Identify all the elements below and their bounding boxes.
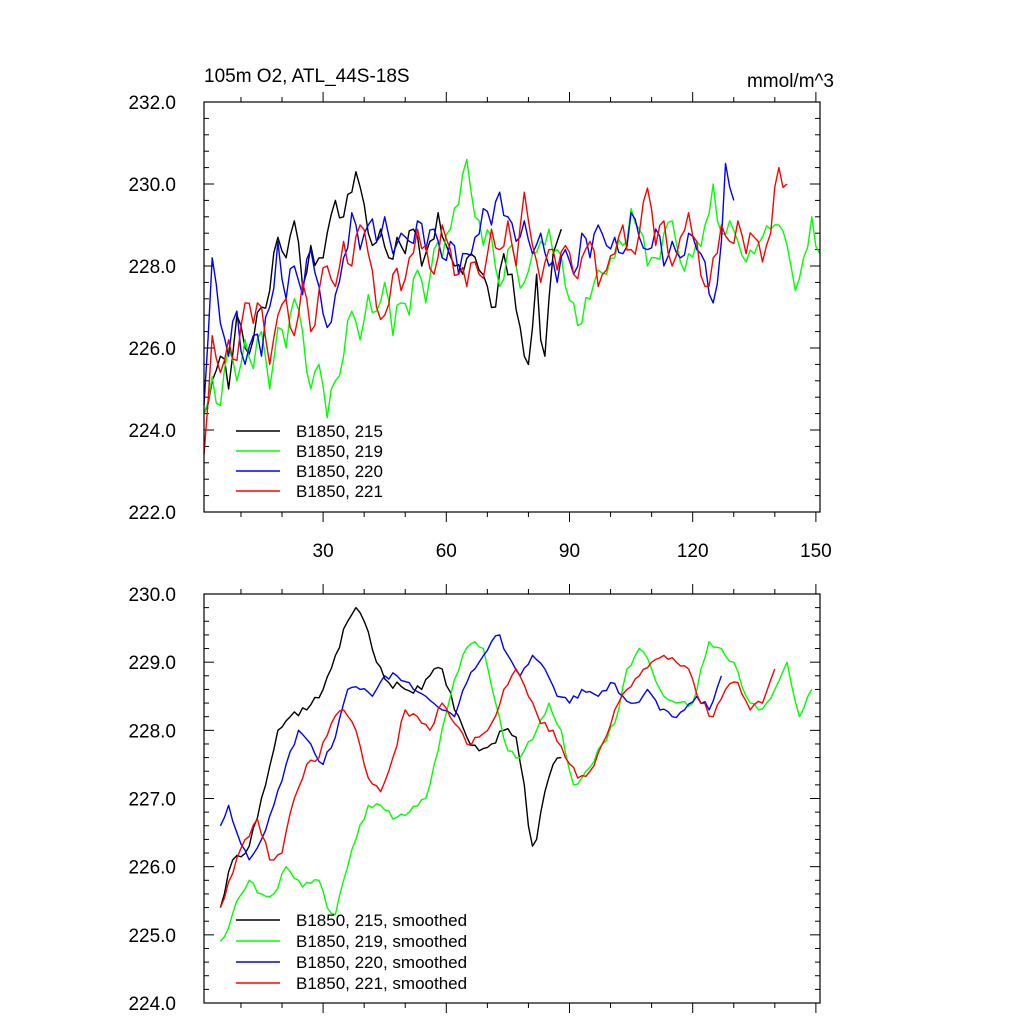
legend-label-1: B1850, 215 <box>296 422 383 441</box>
legend-label-2: B1850, 219 <box>296 442 383 461</box>
y-tick-label: 222.0 <box>128 503 176 524</box>
top-panel: 105m O2, ATL_44S-18S mmol/m^3 232.0 230.0… <box>128 66 834 562</box>
y-tick-label: 226.0 <box>128 858 176 879</box>
legend-label-3: B1850, 220, smoothed <box>296 953 467 972</box>
legend-label-3: B1850, 220 <box>296 462 383 481</box>
series-line-4 <box>219 654 776 908</box>
top-x-tick-labels: 30 60 90 120 150 <box>313 541 832 562</box>
legend-label-1: B1850, 215, smoothed <box>296 911 467 930</box>
y-tick-label: 230.0 <box>128 175 176 196</box>
legend-label-2: B1850, 219, smoothed <box>296 932 467 951</box>
series-line-3 <box>203 162 735 406</box>
y-tick-label: 229.0 <box>128 653 176 674</box>
series-line-3 <box>219 634 723 861</box>
y-tick-label: 224.0 <box>128 421 176 442</box>
bottom-series <box>219 606 813 943</box>
bottom-plot-frame <box>203 593 821 1004</box>
y-tick-label: 230.0 <box>128 585 176 606</box>
top-ticks <box>204 92 820 522</box>
y-tick-label: 225.0 <box>128 926 176 947</box>
y-tick-label: 224.0 <box>128 994 176 1015</box>
x-tick-label: 90 <box>559 541 580 562</box>
units-label: mmol/m^3 <box>747 71 834 92</box>
legend-label-4: B1850, 221, smoothed <box>296 974 467 993</box>
series-line-2 <box>219 641 813 943</box>
series-line-4 <box>203 166 788 455</box>
legend-label-4: B1850, 221 <box>296 482 383 501</box>
top-series <box>203 158 821 455</box>
y-tick-label: 228.0 <box>128 257 176 278</box>
x-tick-label: 120 <box>677 541 709 562</box>
y-tick-label: 227.0 <box>128 790 176 811</box>
series-line-1 <box>203 171 562 414</box>
chart-title: 105m O2, ATL_44S-18S <box>204 66 410 87</box>
top-plot-frame <box>203 101 821 513</box>
y-tick-label: 226.0 <box>128 339 176 360</box>
y-tick-label: 228.0 <box>128 721 176 742</box>
x-tick-label: 60 <box>436 541 457 562</box>
x-tick-label: 150 <box>800 541 832 562</box>
x-tick-label: 30 <box>313 541 334 562</box>
series-line-1 <box>219 606 562 908</box>
bottom-legend: B1850, 215, smoothed B1850, 219, smoothed… <box>236 911 467 993</box>
top-y-tick-labels: 232.0 230.0 228.0 226.0 224.0 222.0 <box>128 93 176 524</box>
y-tick-label: 232.0 <box>128 93 176 114</box>
bottom-y-tick-labels: 230.0 229.0 228.0 227.0 226.0 225.0 224.0 <box>128 585 176 1015</box>
bottom-panel: 230.0 229.0 228.0 227.0 226.0 225.0 224.0 B185… <box>128 584 821 1015</box>
